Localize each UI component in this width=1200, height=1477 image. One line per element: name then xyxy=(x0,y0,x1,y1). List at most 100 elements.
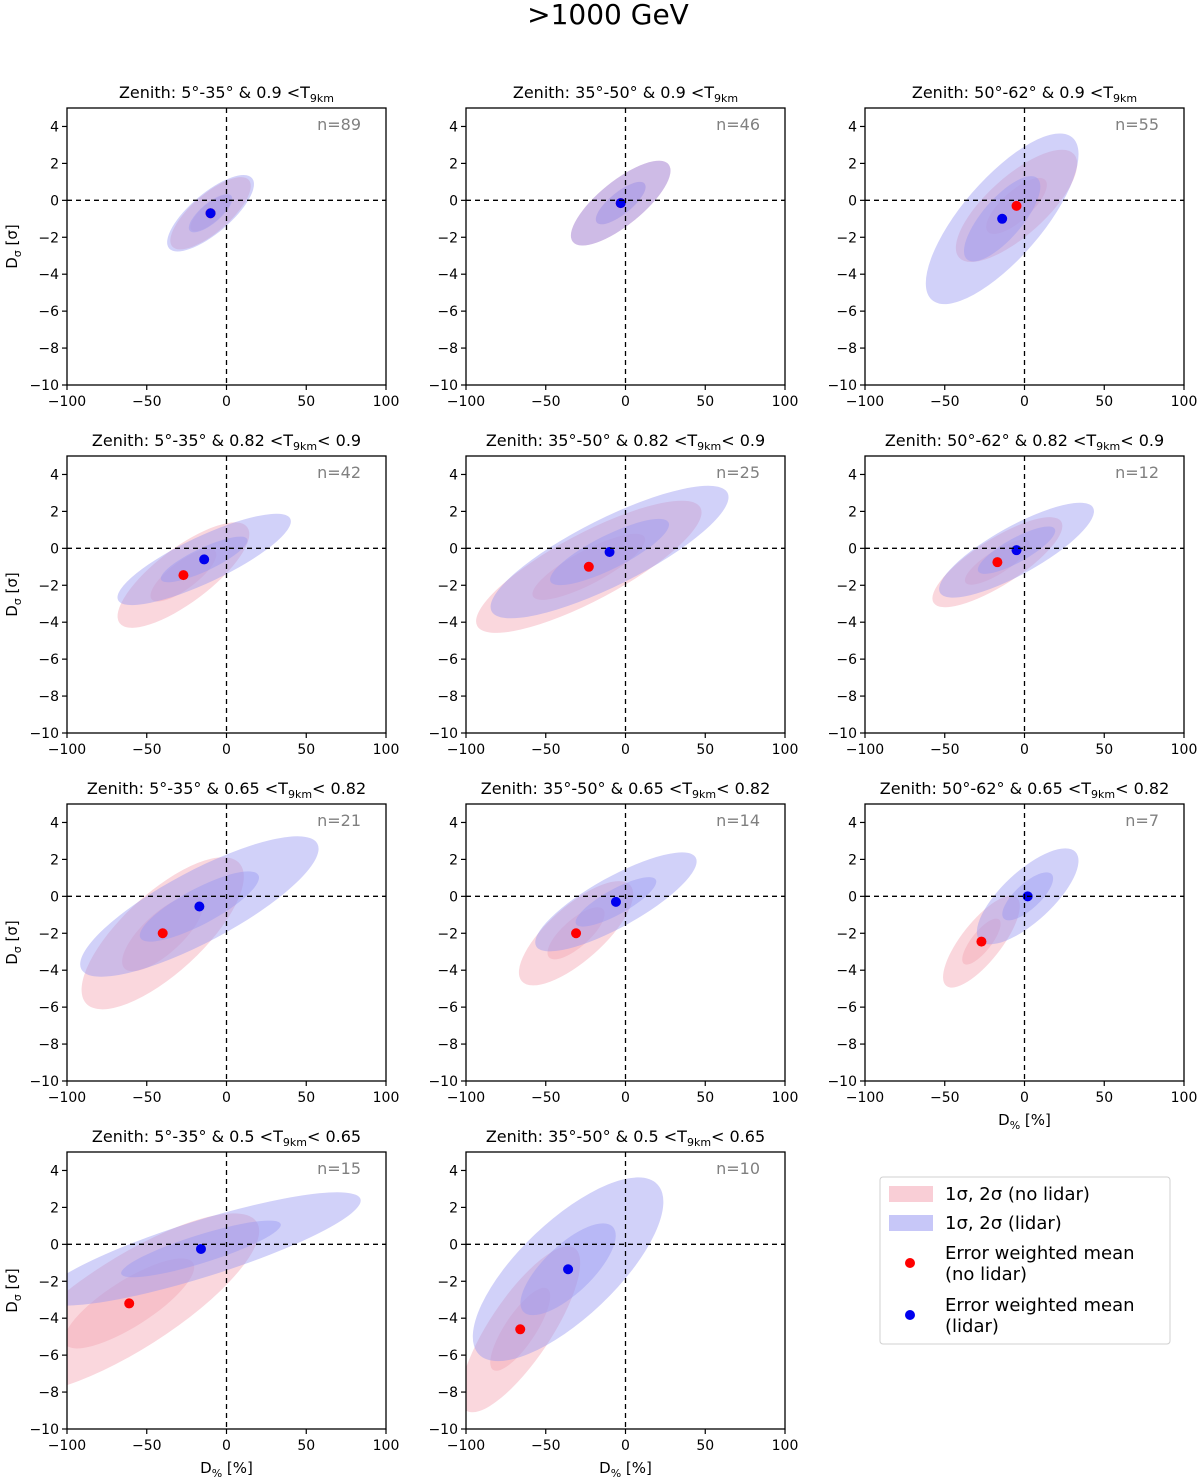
y-tick-label: 2 xyxy=(848,852,857,868)
y-tick-label: −6 xyxy=(836,652,857,668)
x-tick-label: 50 xyxy=(696,1090,714,1106)
x-tick-label: 0 xyxy=(222,1438,231,1454)
panel-title: Zenith: 35°-50° & 0.9 <T9km xyxy=(513,83,738,105)
y-tick-label: 4 xyxy=(848,467,857,483)
y-tick-label: 4 xyxy=(848,119,857,135)
y-tick-label: −4 xyxy=(836,267,857,283)
y-tick-label: −4 xyxy=(836,963,857,979)
y-tick-label: 2 xyxy=(50,504,59,520)
plot-area xyxy=(518,852,697,986)
y-tick-label: −10 xyxy=(29,1422,59,1438)
x-tick-label: −50 xyxy=(132,394,162,410)
chart-panel-9: −100 −50 0 50 100 4 2 0 −2 −4 −6 −8 −10 Zenith: 50°-6… xyxy=(827,779,1197,1132)
y-tick-label: −4 xyxy=(38,1311,59,1327)
y-tick-label: −4 xyxy=(437,1311,458,1327)
x-tick-label: 100 xyxy=(373,394,400,410)
y-tick-label: 0 xyxy=(848,541,857,557)
y-tick-label: −6 xyxy=(437,1348,458,1364)
mean-lidar-point xyxy=(610,896,621,907)
x-tick-label: −100 xyxy=(846,742,884,758)
mean-lidar-point xyxy=(195,1243,206,1254)
y-tick-label: −2 xyxy=(38,230,59,246)
x-tick-label: 0 xyxy=(621,394,630,410)
y-tick-label: 4 xyxy=(50,1163,59,1179)
sample-count: n=42 xyxy=(317,463,361,482)
y-tick-label: 4 xyxy=(449,119,458,135)
legend-label: 1σ, 2σ (no lidar) xyxy=(945,1184,1090,1205)
x-tick-label: −100 xyxy=(447,742,485,758)
x-tick-label: 0 xyxy=(621,1090,630,1106)
panel-title: Zenith: 50°-62° & 0.9 <T9km xyxy=(912,83,1137,105)
y-tick-label: −10 xyxy=(29,378,59,394)
y-tick-label: 4 xyxy=(449,467,458,483)
y-tick-label: 2 xyxy=(449,852,458,868)
y-tick-label: −4 xyxy=(437,963,458,979)
y-tick-label: −2 xyxy=(437,926,458,942)
panel-title: Zenith: 35°-50° & 0.82 <T9km< 0.9 xyxy=(486,431,765,453)
x-tick-label: 0 xyxy=(621,742,630,758)
y-tick-label: −2 xyxy=(437,230,458,246)
mean-lidar-point xyxy=(194,901,205,912)
y-tick-label: 4 xyxy=(848,815,857,831)
x-tick-label: 100 xyxy=(1171,742,1198,758)
y-tick-label: −6 xyxy=(437,1000,458,1016)
y-tick-label: −6 xyxy=(836,1000,857,1016)
sample-count: n=15 xyxy=(317,1159,361,1178)
y-tick-label: −10 xyxy=(827,1074,857,1090)
y-tick-label: −2 xyxy=(437,578,458,594)
y-tick-label: −4 xyxy=(38,615,59,631)
x-tick-label: 100 xyxy=(772,394,799,410)
x-tick-label: 100 xyxy=(772,1438,799,1454)
y-tick-label: −4 xyxy=(437,615,458,631)
y-tick-label: −10 xyxy=(428,1422,458,1438)
mean-lidar-point xyxy=(1011,545,1022,556)
mean-no-lidar-point xyxy=(1011,200,1022,211)
x-tick-label: 0 xyxy=(1020,394,1029,410)
plot-area xyxy=(943,848,1079,988)
panel-title: Zenith: 50°-62° & 0.82 <T9km< 0.9 xyxy=(885,431,1164,453)
legend: 1σ, 2σ (no lidar) 1σ, 2σ (lidar) Error wei… xyxy=(879,1176,1171,1345)
mean-no-lidar-point xyxy=(976,936,987,947)
y-tick-label: −4 xyxy=(836,615,857,631)
y-axis-label: Dσ [σ] xyxy=(3,920,24,965)
y-tick-label: 0 xyxy=(50,193,59,209)
y-tick-label: −10 xyxy=(428,1074,458,1090)
x-tick-label: 0 xyxy=(222,394,231,410)
y-tick-label: 2 xyxy=(449,156,458,172)
y-tick-label: 2 xyxy=(848,504,857,520)
legend-patch-no-lidar xyxy=(889,1186,933,1202)
mean-lidar-point xyxy=(205,208,216,219)
sample-count: n=7 xyxy=(1125,811,1159,830)
x-tick-label: −50 xyxy=(531,1438,561,1454)
x-tick-label: −100 xyxy=(447,1090,485,1106)
y-tick-label: −6 xyxy=(437,652,458,668)
y-tick-label: −4 xyxy=(38,267,59,283)
y-tick-label: −8 xyxy=(836,689,857,705)
plot-area xyxy=(117,513,291,628)
plot-area xyxy=(80,836,319,1010)
legend-label: Error weighted mean (no lidar) xyxy=(945,1243,1135,1285)
x-tick-label: −100 xyxy=(846,394,884,410)
y-tick-label: −6 xyxy=(836,304,857,320)
y-tick-label: −8 xyxy=(836,1037,857,1053)
y-tick-label: −10 xyxy=(29,726,59,742)
x-tick-label: 50 xyxy=(1095,742,1113,758)
x-tick-label: 100 xyxy=(772,742,799,758)
y-tick-label: 0 xyxy=(848,193,857,209)
chart-panel-8: −100 −50 0 50 100 4 2 0 −2 −4 −6 −8 −10 Zenith: 35°-5… xyxy=(428,779,798,1106)
y-axis-label: Dσ [σ] xyxy=(3,1268,24,1313)
y-tick-label: −2 xyxy=(38,578,59,594)
x-tick-label: 50 xyxy=(1095,1090,1113,1106)
panel-title: Zenith: 5°-35° & 0.82 <T9km< 0.9 xyxy=(92,431,361,453)
chart-panel-7: −100 −50 0 50 100 4 2 0 −2 −4 −6 −8 −10 Zenith: 5°-35… xyxy=(3,779,399,1106)
sample-count: n=25 xyxy=(716,463,760,482)
y-tick-label: 0 xyxy=(449,193,458,209)
y-tick-label: 4 xyxy=(50,815,59,831)
y-tick-label: −8 xyxy=(38,1037,59,1053)
x-tick-label: −50 xyxy=(531,394,561,410)
y-tick-label: 4 xyxy=(449,1163,458,1179)
chart-panel-11: −100 −50 0 50 100 4 2 0 −2 −4 −6 −8 −10 Zenith: 35°-5… xyxy=(428,1127,798,1477)
x-tick-label: −50 xyxy=(531,1090,561,1106)
panel-title: Zenith: 35°-50° & 0.65 <T9km< 0.82 xyxy=(481,779,771,801)
